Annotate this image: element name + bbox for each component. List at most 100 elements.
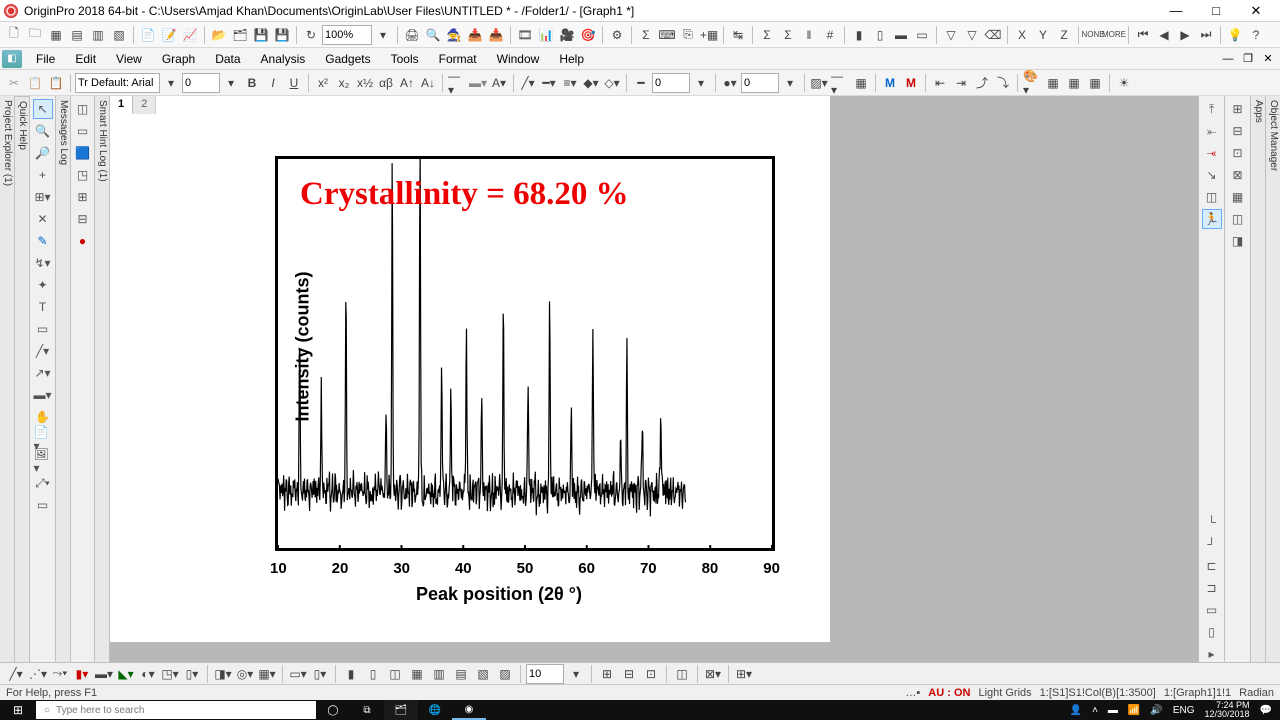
add-new-columns-icon[interactable]: +▦ — [699, 25, 719, 45]
linescatter-icon[interactable]: ⤳▾ — [50, 664, 70, 684]
box-plot-icon[interactable]: ▯▾ — [182, 664, 202, 684]
maximize-button[interactable]: □ — [1196, 1, 1236, 21]
x-axis-icon[interactable]: X — [1012, 25, 1032, 45]
graph-page[interactable]: Crystallinity = 68.20 % Intensity (count… — [110, 96, 830, 642]
group-d-icon[interactable]: ◫ — [672, 664, 692, 684]
save-icon[interactable]: 💾 — [251, 25, 271, 45]
symbol-fill-icon[interactable]: ◇▾ — [602, 73, 622, 93]
fontsize-dropdown-icon[interactable]: ▾ — [221, 73, 241, 93]
zoom-dropdown-icon[interactable]: ▾ — [373, 25, 393, 45]
import-wizard-icon[interactable]: 🧙 — [444, 25, 464, 45]
align-bottom-icon[interactable]: ⤵ — [993, 73, 1013, 93]
width-combo[interactable] — [652, 73, 690, 93]
star-icon[interactable]: ✦ — [33, 275, 53, 295]
import-multi-icon[interactable]: 📥 — [486, 25, 506, 45]
bottom-dd-icon[interactable]: ▾ — [566, 664, 586, 684]
add-layer-icon[interactable]: ◫ — [1202, 187, 1222, 207]
new-excel-icon[interactable]: ▤ — [67, 25, 87, 45]
mdi-restore-icon[interactable]: ❐ — [1238, 51, 1258, 67]
font-combo[interactable] — [75, 73, 160, 93]
expand-icon[interactable]: ▸ — [1202, 644, 1222, 664]
bottom-combo[interactable] — [526, 664, 564, 684]
refresh-icon[interactable]: ↻ — [301, 25, 321, 45]
bold-button[interactable]: B — [242, 73, 262, 93]
hist-h-icon[interactable]: ▧ — [473, 664, 493, 684]
open-icon[interactable]: 📂 — [209, 25, 229, 45]
cortana-icon[interactable]: ◯ — [316, 700, 350, 720]
nav-last-icon[interactable]: ⏭ — [1196, 25, 1216, 45]
y-axis-label[interactable]: Intensity (counts) — [293, 271, 314, 421]
origin-task-icon[interactable]: ◉ — [452, 700, 486, 720]
lang-indicator[interactable]: ENG — [1173, 705, 1195, 716]
notification-icon[interactable]: 💬 — [1260, 705, 1272, 716]
template-lib-icon[interactable]: ▭▾ — [288, 664, 308, 684]
rv7-icon[interactable]: ◨ — [1228, 231, 1248, 251]
rv1-icon[interactable]: ⊞ — [1228, 99, 1248, 119]
hist-g-icon[interactable]: ▤ — [451, 664, 471, 684]
insert-image-icon[interactable]: 🖼▾ — [33, 451, 53, 471]
region-mask-icon[interactable]: ↯▾ — [33, 253, 53, 273]
group-a-icon[interactable]: ⊞ — [597, 664, 617, 684]
y-axis-icon[interactable]: Y — [1033, 25, 1053, 45]
font-dropdown-icon[interactable]: ▾ — [161, 73, 181, 93]
rv5-icon[interactable]: ▦ — [1228, 187, 1248, 207]
line-plot-icon[interactable]: ╱▾ — [6, 664, 26, 684]
fill-color-icon[interactable]: ▬▾ — [468, 73, 488, 93]
print-preview-icon[interactable]: 🔍 — [423, 25, 443, 45]
merge-icon[interactable]: ⊞ — [73, 187, 93, 207]
color-scale-icon[interactable]: 🟦 — [73, 143, 93, 163]
smart-hint-tab[interactable]: Smart Hint Log (1) — [95, 96, 110, 664]
nav-prev-icon[interactable]: ◀ — [1154, 25, 1174, 45]
draw-data-icon[interactable]: ✎ — [33, 231, 53, 251]
quick-help-tab[interactable]: Quick Help — [15, 96, 30, 664]
line-type-icon[interactable]: ━▾ — [539, 73, 559, 93]
menu-format[interactable]: Format — [429, 49, 487, 69]
symbol-icon[interactable]: ◆▾ — [581, 73, 601, 93]
menu-view[interactable]: View — [106, 49, 152, 69]
nav-first-icon[interactable]: ⏮ — [1133, 25, 1153, 45]
zoom-in-icon[interactable]: 🔍 — [33, 121, 53, 141]
supersub-icon[interactable]: x½ — [355, 73, 375, 93]
stats-icon[interactable]: Σ — [757, 25, 777, 45]
area-plot-icon[interactable]: ◣▾ — [116, 664, 136, 684]
underline-button[interactable]: U — [284, 73, 304, 93]
column-plot-icon[interactable]: ▮▾ — [72, 664, 92, 684]
layer-tab-2[interactable]: 2 — [133, 96, 156, 114]
hist-d-icon[interactable]: ◫ — [385, 664, 405, 684]
pattern-icon[interactable]: ▨▾ — [809, 73, 829, 93]
more-icon[interactable]: MORE — [1104, 25, 1124, 45]
superscript-icon[interactable]: x² — [313, 73, 333, 93]
column-chart-icon[interactable]: ▯ — [870, 25, 890, 45]
increase-font-icon[interactable]: A↑ — [397, 73, 417, 93]
palette-icon[interactable]: 🎨▾ — [1022, 73, 1042, 93]
palette4-icon[interactable]: ▦ — [1085, 73, 1105, 93]
import-single-icon[interactable]: 📥 — [465, 25, 485, 45]
new-matrix-icon[interactable]: ▥ — [88, 25, 108, 45]
minimize-button[interactable]: — — [1156, 1, 1196, 21]
layout2-icon[interactable]: ┘ — [1202, 534, 1222, 554]
bar-chart-icon[interactable]: ▮ — [849, 25, 869, 45]
code-builder-icon[interactable]: ⌨ — [657, 25, 677, 45]
open-template-icon[interactable]: 🗂 — [230, 25, 250, 45]
paste-icon[interactable]: 📋 — [46, 73, 66, 93]
stack-icon[interactable]: ▯▾ — [310, 664, 330, 684]
x-axis-label[interactable]: Peak position (2θ °) — [416, 584, 582, 605]
filter2-icon[interactable]: ▽ — [962, 25, 982, 45]
cut-icon[interactable]: ✂ — [4, 73, 24, 93]
send-graphs-icon[interactable]: 📊 — [536, 25, 556, 45]
new-folder-icon[interactable]: 🗀 — [25, 25, 45, 45]
3d-icon[interactable]: ◳ — [73, 165, 93, 185]
graph-gallery-icon[interactable]: ◫ — [73, 99, 93, 119]
taskbar-search[interactable]: ○ Type here to search — [36, 701, 316, 719]
menu-analysis[interactable]: Analysis — [251, 49, 316, 69]
menu-data[interactable]: Data — [205, 49, 250, 69]
layout5-icon[interactable]: ▭ — [1202, 600, 1222, 620]
hist-c-icon[interactable]: ▯ — [363, 664, 383, 684]
hist-i-icon[interactable]: ▨ — [495, 664, 515, 684]
taskview-icon[interactable]: ⧉ — [350, 700, 384, 720]
width-dropdown-icon[interactable]: ▾ — [691, 73, 711, 93]
zoom-out-icon[interactable]: 🔎 — [33, 143, 53, 163]
fontsize-combo[interactable] — [182, 73, 220, 93]
graph-canvas[interactable]: 1 2 Crystallinity = 68.20 % Int — [110, 96, 1198, 664]
rect-tool-icon[interactable]: ▭ — [33, 319, 53, 339]
